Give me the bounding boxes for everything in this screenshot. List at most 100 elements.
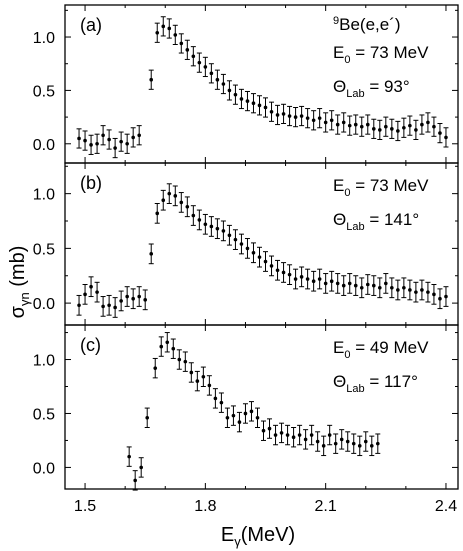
- data-point: [208, 63, 214, 84]
- data-marker: [237, 420, 242, 424]
- data-point: [126, 446, 132, 467]
- data-point: [160, 189, 166, 211]
- data-point: [226, 224, 232, 246]
- data-marker: [171, 346, 176, 351]
- data-point: [371, 118, 377, 139]
- data-point: [341, 112, 347, 133]
- y-tick-label: 1.0: [33, 187, 55, 204]
- data-point: [275, 259, 281, 281]
- data-point: [144, 407, 150, 428]
- data-marker: [285, 433, 290, 437]
- data-marker: [167, 191, 172, 196]
- data-marker: [333, 441, 338, 446]
- data-point: [327, 424, 333, 446]
- data-marker: [101, 133, 105, 138]
- data-marker: [185, 48, 190, 52]
- data-point: [305, 268, 311, 290]
- data-point: [377, 277, 383, 299]
- data-marker: [113, 305, 117, 310]
- data-point: [248, 401, 254, 422]
- data-marker: [133, 478, 137, 483]
- data-point: [369, 435, 375, 457]
- data-point: [202, 213, 208, 235]
- data-marker: [339, 437, 344, 442]
- data-marker: [131, 296, 135, 301]
- data-marker: [95, 141, 99, 146]
- data-marker: [77, 136, 81, 141]
- data-marker: [378, 128, 382, 132]
- data-point: [88, 276, 94, 298]
- data-point: [112, 297, 118, 318]
- data-marker: [165, 340, 170, 345]
- data-marker: [261, 428, 266, 433]
- data-marker: [243, 411, 248, 416]
- x-axis-label-sub: γ: [234, 534, 241, 549]
- beam-energy-value: = 73 MeV: [350, 176, 429, 195]
- data-point: [329, 110, 335, 131]
- data-point: [287, 105, 293, 127]
- data-point: [275, 104, 281, 126]
- data-marker: [201, 374, 206, 379]
- data-marker: [402, 125, 406, 130]
- data-marker: [396, 129, 400, 133]
- data-marker: [203, 222, 208, 227]
- data-marker: [291, 435, 296, 440]
- angle-value: = 93°: [365, 77, 410, 96]
- data-marker: [239, 97, 244, 101]
- data-marker: [408, 288, 412, 292]
- data-marker: [125, 294, 129, 299]
- y-tick-label: 0.0: [33, 137, 55, 154]
- data-marker: [209, 71, 214, 76]
- data-point: [263, 97, 269, 118]
- data-marker: [195, 379, 200, 383]
- data-point: [293, 106, 299, 128]
- data-point: [256, 95, 262, 116]
- data-point: [242, 403, 248, 424]
- beam-energy-subscript: 0: [344, 349, 350, 361]
- data-marker: [191, 213, 196, 218]
- data-marker: [89, 284, 93, 289]
- data-point: [136, 286, 142, 307]
- data-marker: [179, 200, 184, 205]
- data-point: [148, 69, 154, 90]
- data-marker: [315, 439, 320, 444]
- y-axis-label-sub: γn: [17, 292, 32, 306]
- data-point: [309, 424, 315, 446]
- data-marker: [173, 33, 178, 37]
- data-marker: [249, 409, 254, 414]
- data-marker: [245, 99, 250, 103]
- angle-label: ΘLab = 117°: [333, 372, 418, 395]
- angle-subscript: Lab: [346, 221, 364, 233]
- data-marker: [207, 383, 212, 388]
- data-point: [299, 266, 305, 288]
- data-marker: [101, 304, 105, 309]
- data-marker: [303, 437, 308, 442]
- panel-frame: [64, 324, 459, 490]
- data-point: [297, 424, 303, 446]
- data-marker: [227, 233, 232, 238]
- data-point: [160, 16, 166, 37]
- data-marker: [384, 124, 388, 129]
- data-marker: [143, 298, 148, 302]
- data-point: [347, 273, 353, 294]
- data-marker: [219, 400, 224, 405]
- data-point: [407, 279, 413, 301]
- data-marker: [263, 259, 268, 264]
- data-point: [359, 116, 365, 137]
- beam-energy-label: E0 = 73 MeV: [333, 176, 429, 199]
- data-point: [287, 264, 293, 285]
- data-point: [190, 46, 196, 67]
- angle-label: ΘLab = 93°: [333, 77, 410, 100]
- beam-energy-label: E0 = 73 MeV: [333, 43, 429, 66]
- data-marker: [137, 294, 141, 299]
- data-marker: [131, 135, 135, 140]
- data-marker: [371, 127, 376, 131]
- reaction-label: 9Be(e,e´): [333, 15, 401, 34]
- data-marker: [257, 255, 262, 259]
- data-point: [244, 90, 250, 112]
- data-marker: [95, 290, 99, 294]
- data-point: [76, 128, 82, 149]
- data-marker: [432, 124, 436, 129]
